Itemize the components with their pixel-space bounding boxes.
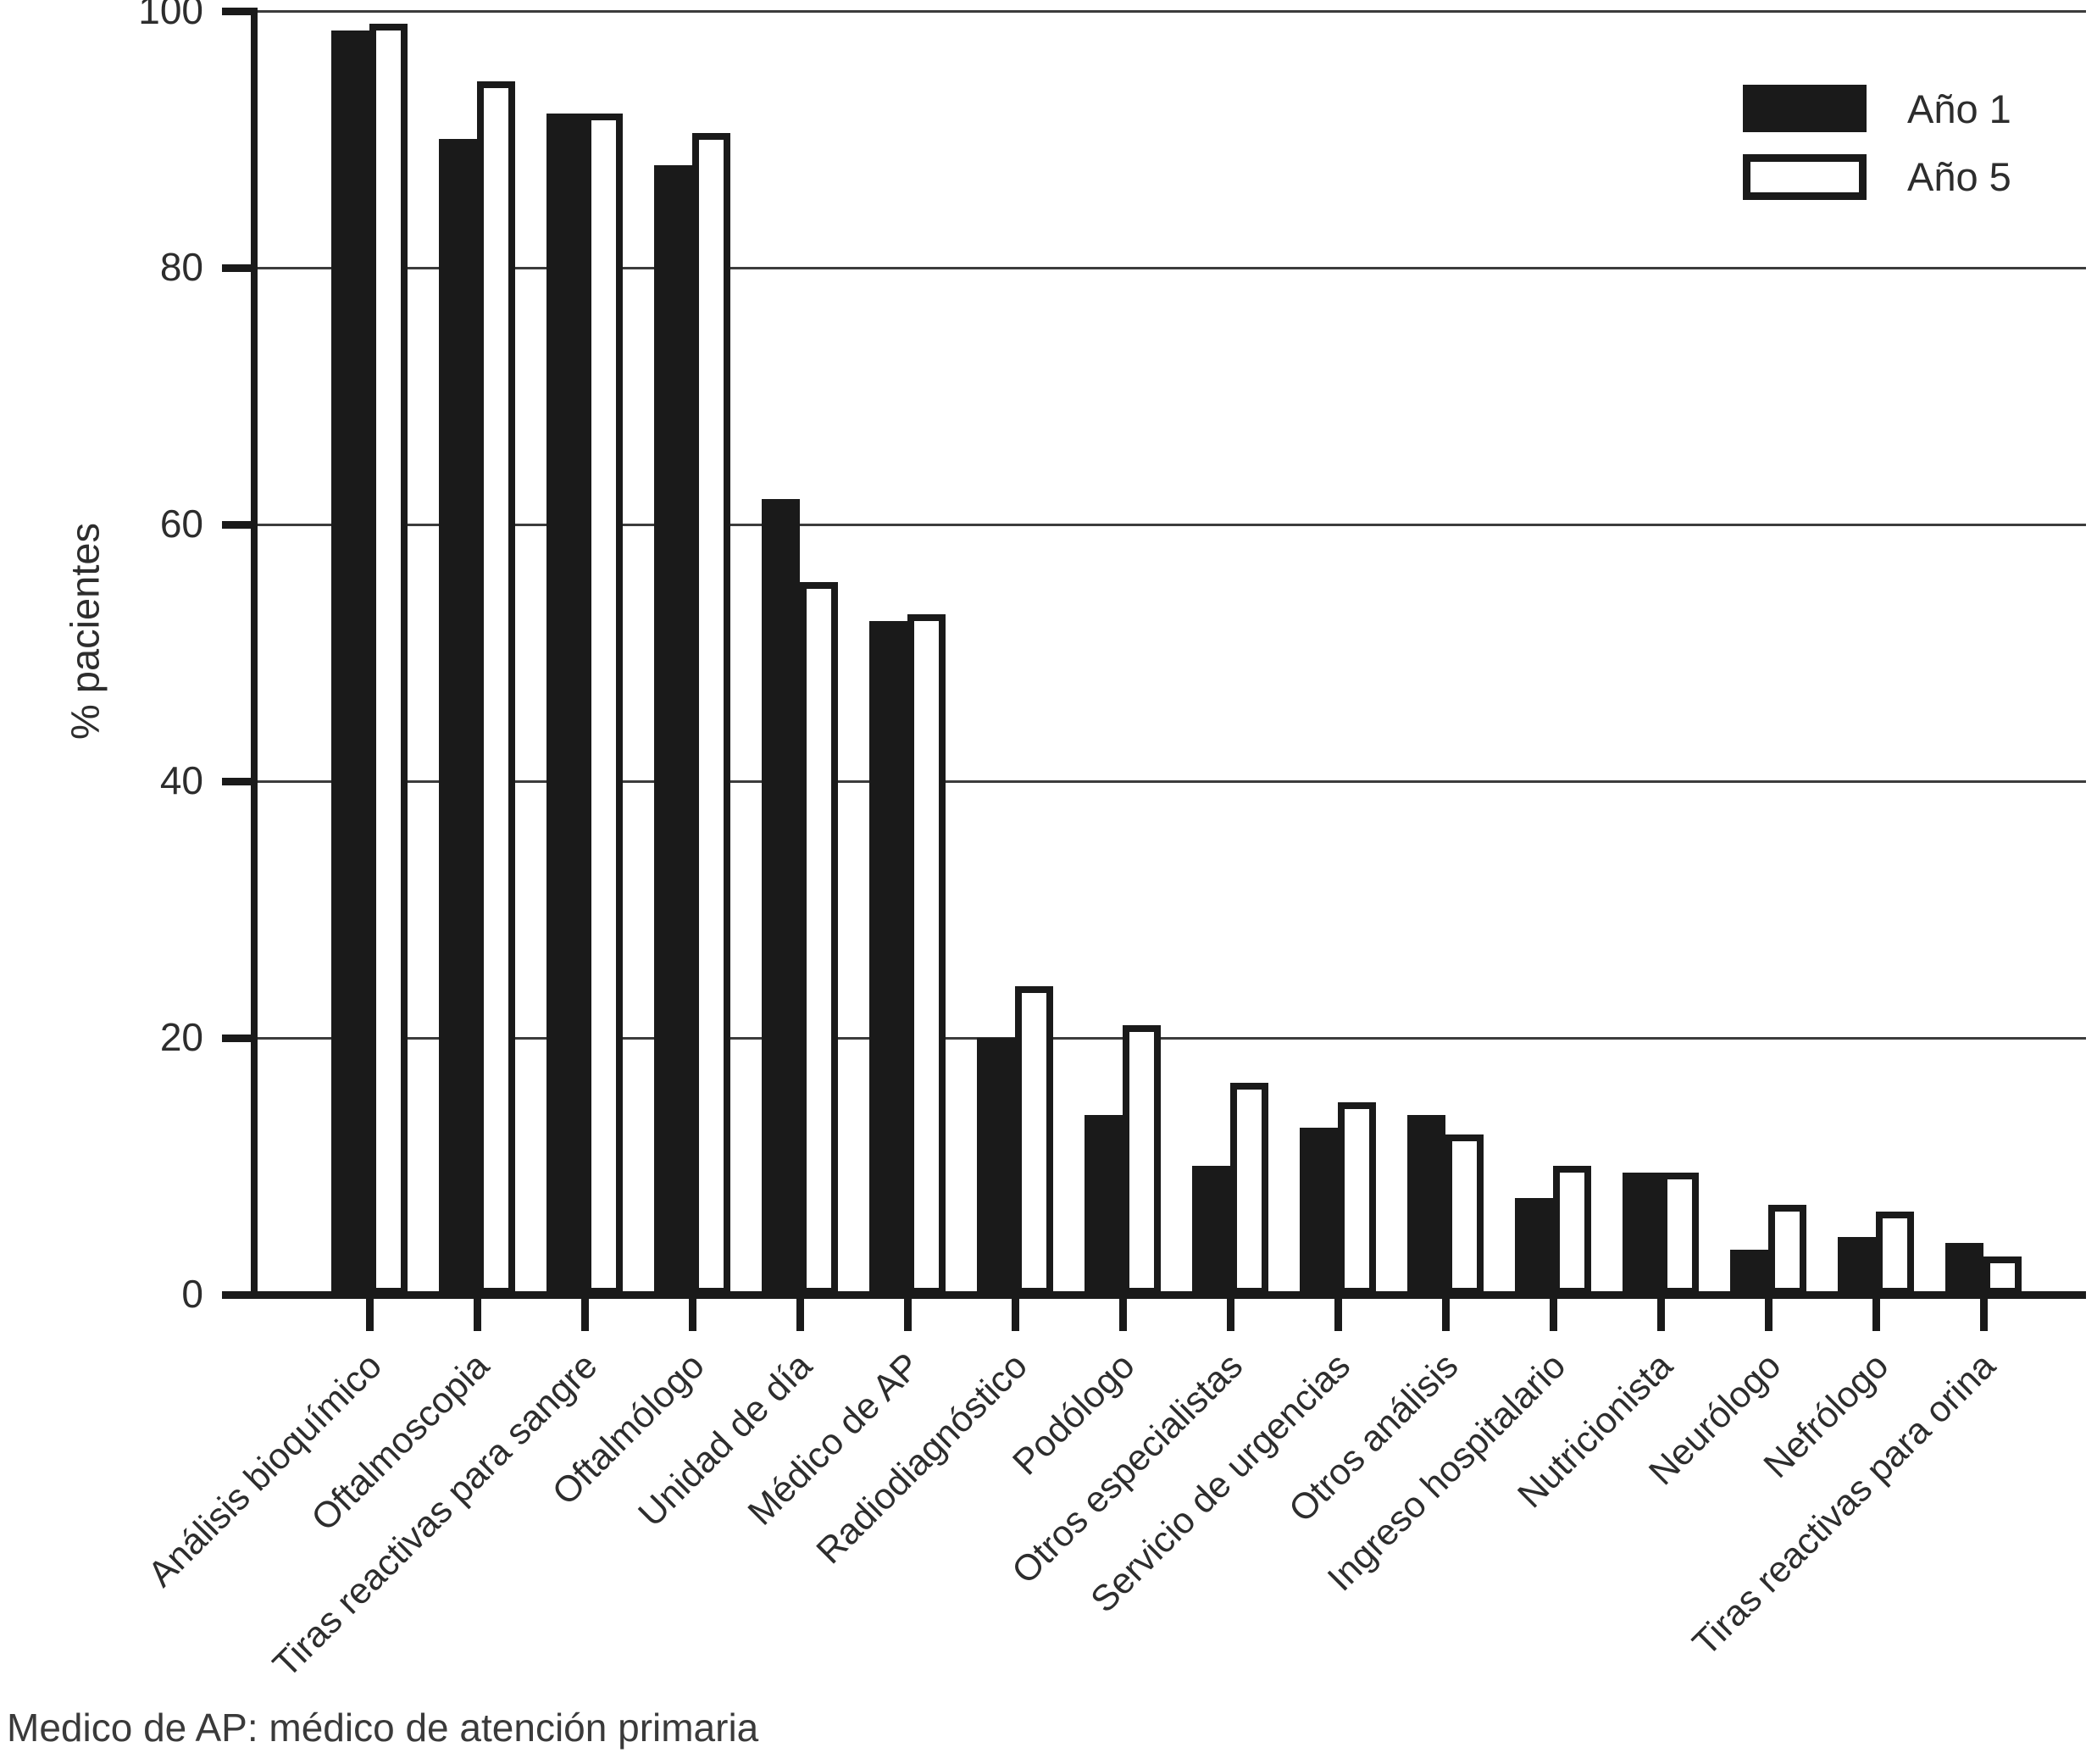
x-tick-1 (474, 1299, 481, 1331)
bar-ano1-2 (546, 114, 585, 1295)
bar-ano5-11 (1553, 1166, 1591, 1295)
x-tick-5 (904, 1299, 912, 1331)
bar-ano1-7 (1085, 1115, 1123, 1295)
y-tick-label-60: 60 (159, 501, 203, 546)
y-tick-label-20: 20 (159, 1014, 203, 1059)
bar-ano5-6 (1015, 986, 1053, 1295)
bar-ano5-15 (1983, 1256, 2022, 1295)
x-tick-12 (1657, 1299, 1665, 1331)
bar-ano5-7 (1123, 1025, 1161, 1295)
bar-ano1-12 (1623, 1173, 1661, 1295)
x-tick-4 (796, 1299, 804, 1331)
x-tick-9 (1334, 1299, 1342, 1331)
bar-ano1-11 (1515, 1198, 1553, 1295)
y-tick-label-40: 40 (159, 757, 203, 802)
bar-ano1-8 (1192, 1166, 1230, 1295)
bar-ano5-5 (907, 614, 946, 1295)
bar-ano1-15 (1945, 1243, 1983, 1295)
y-tick-label-100: 100 (138, 0, 203, 32)
bar-ano1-3 (654, 165, 692, 1295)
legend-item-ano-5: Año 5 (1743, 153, 2011, 200)
bar-ano5-1 (477, 81, 515, 1295)
y-tick-label-0: 0 (181, 1271, 203, 1316)
x-tick-7 (1119, 1299, 1127, 1331)
gridline-100 (258, 10, 2086, 13)
gridline-60 (258, 524, 2086, 526)
y-tick-20 (222, 1035, 258, 1042)
bar-ano1-14 (1838, 1237, 1876, 1295)
bar-ano1-9 (1300, 1128, 1338, 1295)
y-axis-line (251, 9, 258, 1298)
x-axis-line (222, 1291, 2086, 1299)
x-tick-15 (1980, 1299, 1988, 1331)
x-tick-6 (1012, 1299, 1019, 1331)
gridline-40 (258, 780, 2086, 783)
y-axis-title: % pacientes (62, 522, 108, 741)
y-tick-40 (222, 778, 258, 785)
bar-ano1-10 (1407, 1115, 1445, 1295)
bar-ano1-13 (1730, 1250, 1768, 1295)
bar-ano5-13 (1768, 1205, 1806, 1295)
x-tick-10 (1442, 1299, 1450, 1331)
legend-label-ano-5: Año 5 (1907, 154, 2011, 199)
bar-ano5-14 (1876, 1212, 1914, 1295)
gridline-20 (258, 1037, 2086, 1040)
bar-ano5-12 (1661, 1173, 1699, 1295)
footnote: Medico de AP: médico de atención primari… (7, 1706, 759, 1750)
x-tick-3 (689, 1299, 696, 1331)
bar-ano1-5 (869, 621, 907, 1295)
bar-ano1-4 (762, 499, 800, 1295)
x-tick-2 (581, 1299, 589, 1331)
y-tick-80 (222, 264, 258, 272)
bar-ano1-0 (331, 31, 369, 1295)
bar-ano1-1 (439, 139, 477, 1295)
y-tick-label-80: 80 (159, 244, 203, 289)
bar-ano5-8 (1230, 1083, 1268, 1295)
bar-ano5-3 (692, 133, 730, 1295)
bar-ano5-0 (369, 24, 408, 1295)
gridline-80 (258, 267, 2086, 269)
x-tick-13 (1765, 1299, 1772, 1331)
y-tick-60 (222, 521, 258, 529)
legend-label-ano-1: Año 1 (1907, 86, 2011, 131)
bar-ano5-4 (800, 582, 838, 1295)
x-tick-8 (1227, 1299, 1234, 1331)
bar-ano5-2 (585, 114, 623, 1295)
bar-ano5-9 (1338, 1102, 1376, 1295)
legend-swatch-ano-1 (1743, 85, 1867, 132)
x-tick-11 (1550, 1299, 1557, 1331)
legend-swatch-ano-5 (1743, 153, 1867, 200)
x-tick-14 (1872, 1299, 1880, 1331)
y-tick-100 (222, 8, 258, 15)
bar-ano1-6 (977, 1038, 1015, 1295)
x-tick-0 (366, 1299, 374, 1331)
bar-ano5-10 (1445, 1134, 1484, 1295)
legend-item-ano-1: Año 1 (1743, 85, 2011, 132)
